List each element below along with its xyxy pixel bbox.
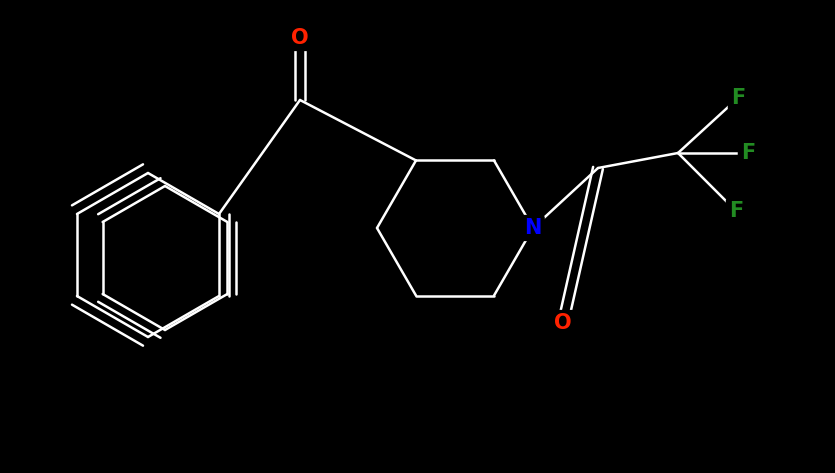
Text: O: O	[554, 313, 572, 333]
Text: F: F	[729, 201, 743, 221]
Text: F: F	[731, 88, 745, 108]
Text: F: F	[741, 143, 755, 163]
Text: O: O	[291, 28, 309, 48]
Text: N: N	[524, 218, 542, 238]
